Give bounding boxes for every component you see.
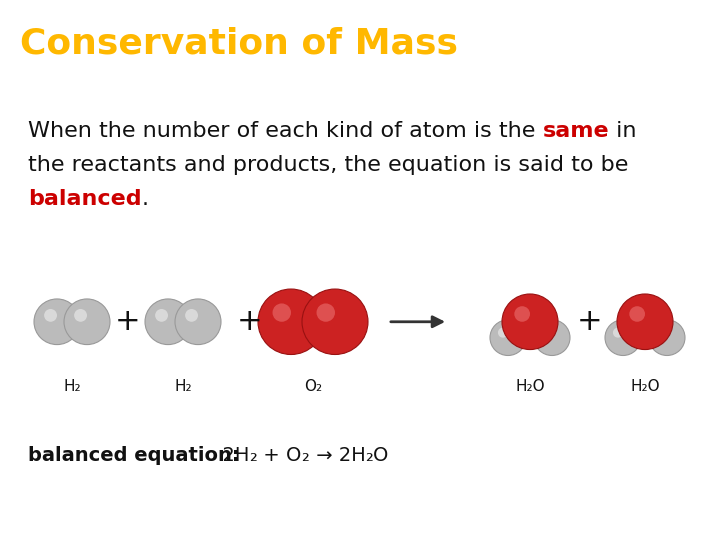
Circle shape: [145, 299, 191, 345]
Text: Conservation of Mass: Conservation of Mass: [20, 26, 458, 60]
Text: in: in: [609, 122, 636, 141]
Circle shape: [175, 299, 221, 345]
Circle shape: [317, 303, 335, 322]
Text: H₂: H₂: [174, 379, 192, 394]
Circle shape: [498, 328, 508, 338]
Text: +: +: [237, 307, 263, 336]
Circle shape: [34, 299, 80, 345]
Circle shape: [74, 309, 87, 322]
Text: the reactants and products, the equation is said to be: the reactants and products, the equation…: [28, 155, 629, 175]
Circle shape: [613, 328, 623, 338]
Text: balanced equation:: balanced equation:: [28, 446, 240, 465]
Text: H₂O: H₂O: [516, 379, 545, 394]
Text: 2H: 2H: [210, 446, 249, 465]
Text: When the number of each kind of atom is the: When the number of each kind of atom is …: [28, 122, 542, 141]
Circle shape: [629, 306, 645, 322]
Text: → 2H: → 2H: [310, 446, 365, 465]
Circle shape: [617, 294, 673, 349]
Text: + O: + O: [257, 446, 302, 465]
Circle shape: [185, 309, 198, 322]
Circle shape: [605, 320, 641, 355]
Circle shape: [258, 289, 324, 354]
Circle shape: [657, 328, 667, 338]
Text: H₂O: H₂O: [630, 379, 660, 394]
Text: balanced: balanced: [28, 189, 142, 209]
Circle shape: [44, 309, 57, 322]
Circle shape: [155, 309, 168, 322]
Circle shape: [302, 289, 368, 354]
Circle shape: [490, 320, 526, 355]
Text: ₂: ₂: [302, 446, 310, 465]
Text: O: O: [373, 446, 389, 465]
Text: +: +: [577, 307, 603, 336]
Text: H₂: H₂: [63, 379, 81, 394]
Circle shape: [542, 328, 552, 338]
Text: same: same: [542, 122, 609, 141]
Circle shape: [272, 303, 291, 322]
Circle shape: [502, 294, 558, 349]
Text: .: .: [142, 189, 148, 209]
Circle shape: [534, 320, 570, 355]
Text: O₂: O₂: [304, 379, 322, 394]
Circle shape: [514, 306, 530, 322]
Text: ₂: ₂: [249, 446, 257, 465]
Circle shape: [649, 320, 685, 355]
Circle shape: [64, 299, 110, 345]
Text: +: +: [115, 307, 141, 336]
Text: ₂: ₂: [365, 446, 373, 465]
